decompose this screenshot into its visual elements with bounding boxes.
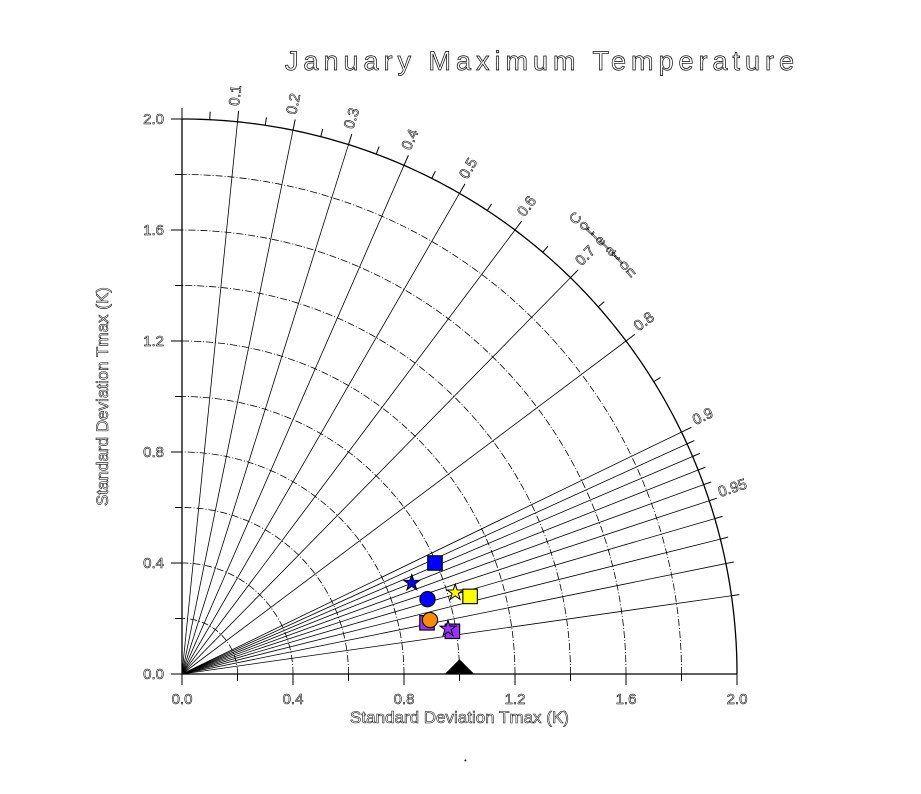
svg-text:0.9: 0.9 <box>690 405 716 429</box>
svg-text:1.6: 1.6 <box>143 222 164 239</box>
svg-text:1.2: 1.2 <box>143 333 164 350</box>
svg-text:0.4: 0.4 <box>143 555 164 572</box>
svg-text:n: n <box>622 264 639 281</box>
svg-text:Standard Deviation Tmax (K): Standard Deviation Tmax (K) <box>93 287 112 506</box>
svg-text:0.5: 0.5 <box>456 155 481 182</box>
svg-text:0.95: 0.95 <box>716 476 749 501</box>
svg-text:1.2: 1.2 <box>505 691 526 708</box>
svg-text:0.0: 0.0 <box>172 691 193 708</box>
svg-text:2.0: 2.0 <box>727 691 748 708</box>
svg-text:0.6: 0.6 <box>514 193 540 220</box>
svg-text:0.4: 0.4 <box>283 691 304 708</box>
svg-text:0.7: 0.7 <box>572 243 599 270</box>
svg-text:1.6: 1.6 <box>616 691 637 708</box>
svg-text:0.8: 0.8 <box>143 444 164 461</box>
svg-text:January Maximum Temperature: January Maximum Temperature <box>285 46 799 76</box>
svg-text:0.3: 0.3 <box>341 106 363 131</box>
svg-text:0.8: 0.8 <box>631 309 658 335</box>
svg-text:0.1: 0.1 <box>226 84 245 106</box>
svg-text:0.2: 0.2 <box>283 92 304 116</box>
svg-text:2.0: 2.0 <box>143 111 164 128</box>
svg-text:0.4: 0.4 <box>398 127 422 153</box>
svg-text:Standard Deviation Tmax (K): Standard Deviation Tmax (K) <box>350 708 569 727</box>
svg-text:0.8: 0.8 <box>394 691 415 708</box>
svg-text:0.0: 0.0 <box>143 666 164 683</box>
